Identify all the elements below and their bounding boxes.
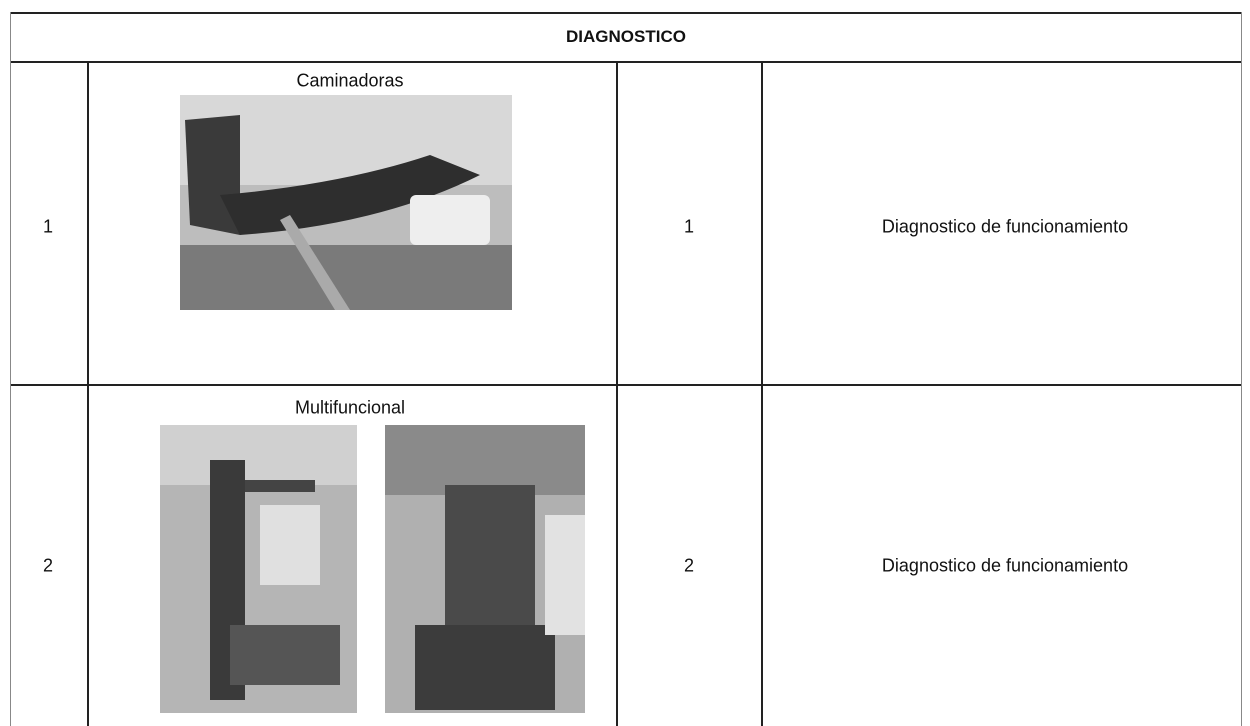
border [1241,12,1242,726]
border [761,62,763,726]
border [10,61,1242,63]
multigym-photo [160,425,357,713]
equipment-name: Caminadoras [296,70,404,91]
equipment-name: Multifuncional [294,397,406,418]
border [10,384,1242,386]
item-number: 1 [683,216,695,237]
border [87,62,89,726]
border [10,12,11,726]
multigym-photo [385,425,585,713]
border [616,62,618,726]
border [10,12,1242,14]
table-title: DIAGNOSTICO [566,27,686,46]
service-description: Diagnostico de funcionamiento [881,216,1129,237]
service-description: Diagnostico de funcionamiento [881,555,1129,576]
row-number: 1 [42,216,54,237]
item-number: 2 [683,555,695,576]
row-number: 2 [42,555,54,576]
treadmill-photo [180,95,512,310]
